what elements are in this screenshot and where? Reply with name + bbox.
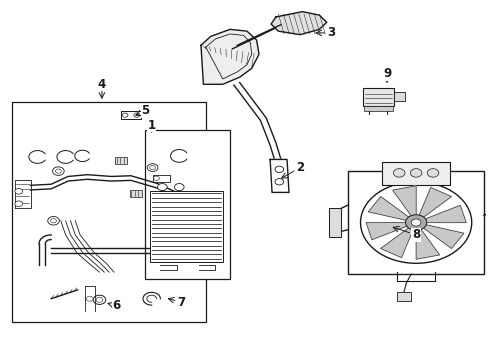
Text: 7: 7 <box>177 296 185 309</box>
Circle shape <box>134 113 139 117</box>
Text: 4: 4 <box>98 78 106 91</box>
Circle shape <box>48 216 59 225</box>
Bar <box>328 208 341 237</box>
Bar <box>130 190 141 197</box>
Polygon shape <box>392 186 415 217</box>
Bar <box>115 157 127 164</box>
Bar <box>348 171 483 274</box>
Circle shape <box>86 296 93 301</box>
Polygon shape <box>367 197 409 221</box>
Bar <box>396 292 410 301</box>
Bar <box>364 105 393 111</box>
Polygon shape <box>201 30 259 84</box>
Text: 1: 1 <box>147 118 155 131</box>
Circle shape <box>360 182 471 263</box>
Circle shape <box>53 167 64 175</box>
Bar <box>487 210 488 228</box>
Circle shape <box>174 184 183 191</box>
Bar <box>382 162 449 185</box>
Circle shape <box>55 169 61 173</box>
Polygon shape <box>418 188 450 218</box>
Circle shape <box>409 168 421 177</box>
Circle shape <box>274 166 283 172</box>
Circle shape <box>147 164 158 171</box>
Circle shape <box>427 168 438 177</box>
Text: 3: 3 <box>327 26 335 39</box>
Polygon shape <box>422 224 463 248</box>
Circle shape <box>15 189 22 194</box>
Polygon shape <box>380 227 413 258</box>
Text: 2: 2 <box>295 161 304 174</box>
Polygon shape <box>415 228 439 259</box>
Circle shape <box>405 215 426 230</box>
Polygon shape <box>270 12 326 35</box>
Circle shape <box>410 219 420 226</box>
Text: 5: 5 <box>141 104 149 117</box>
Circle shape <box>149 166 155 170</box>
Text: 8: 8 <box>411 229 419 242</box>
Text: 6: 6 <box>112 299 120 312</box>
Polygon shape <box>366 222 407 240</box>
Circle shape <box>51 219 56 223</box>
Bar <box>393 93 404 101</box>
Polygon shape <box>423 205 465 222</box>
Bar <box>145 130 229 279</box>
Circle shape <box>274 179 283 185</box>
Circle shape <box>96 297 102 302</box>
Bar <box>12 102 205 322</box>
Text: 9: 9 <box>382 67 390 80</box>
Circle shape <box>393 168 404 177</box>
Circle shape <box>122 113 128 117</box>
Polygon shape <box>269 159 288 192</box>
Circle shape <box>15 201 22 207</box>
Circle shape <box>93 295 105 305</box>
Bar <box>150 191 223 261</box>
Bar <box>362 88 393 105</box>
Circle shape <box>153 176 159 180</box>
Circle shape <box>157 184 167 191</box>
